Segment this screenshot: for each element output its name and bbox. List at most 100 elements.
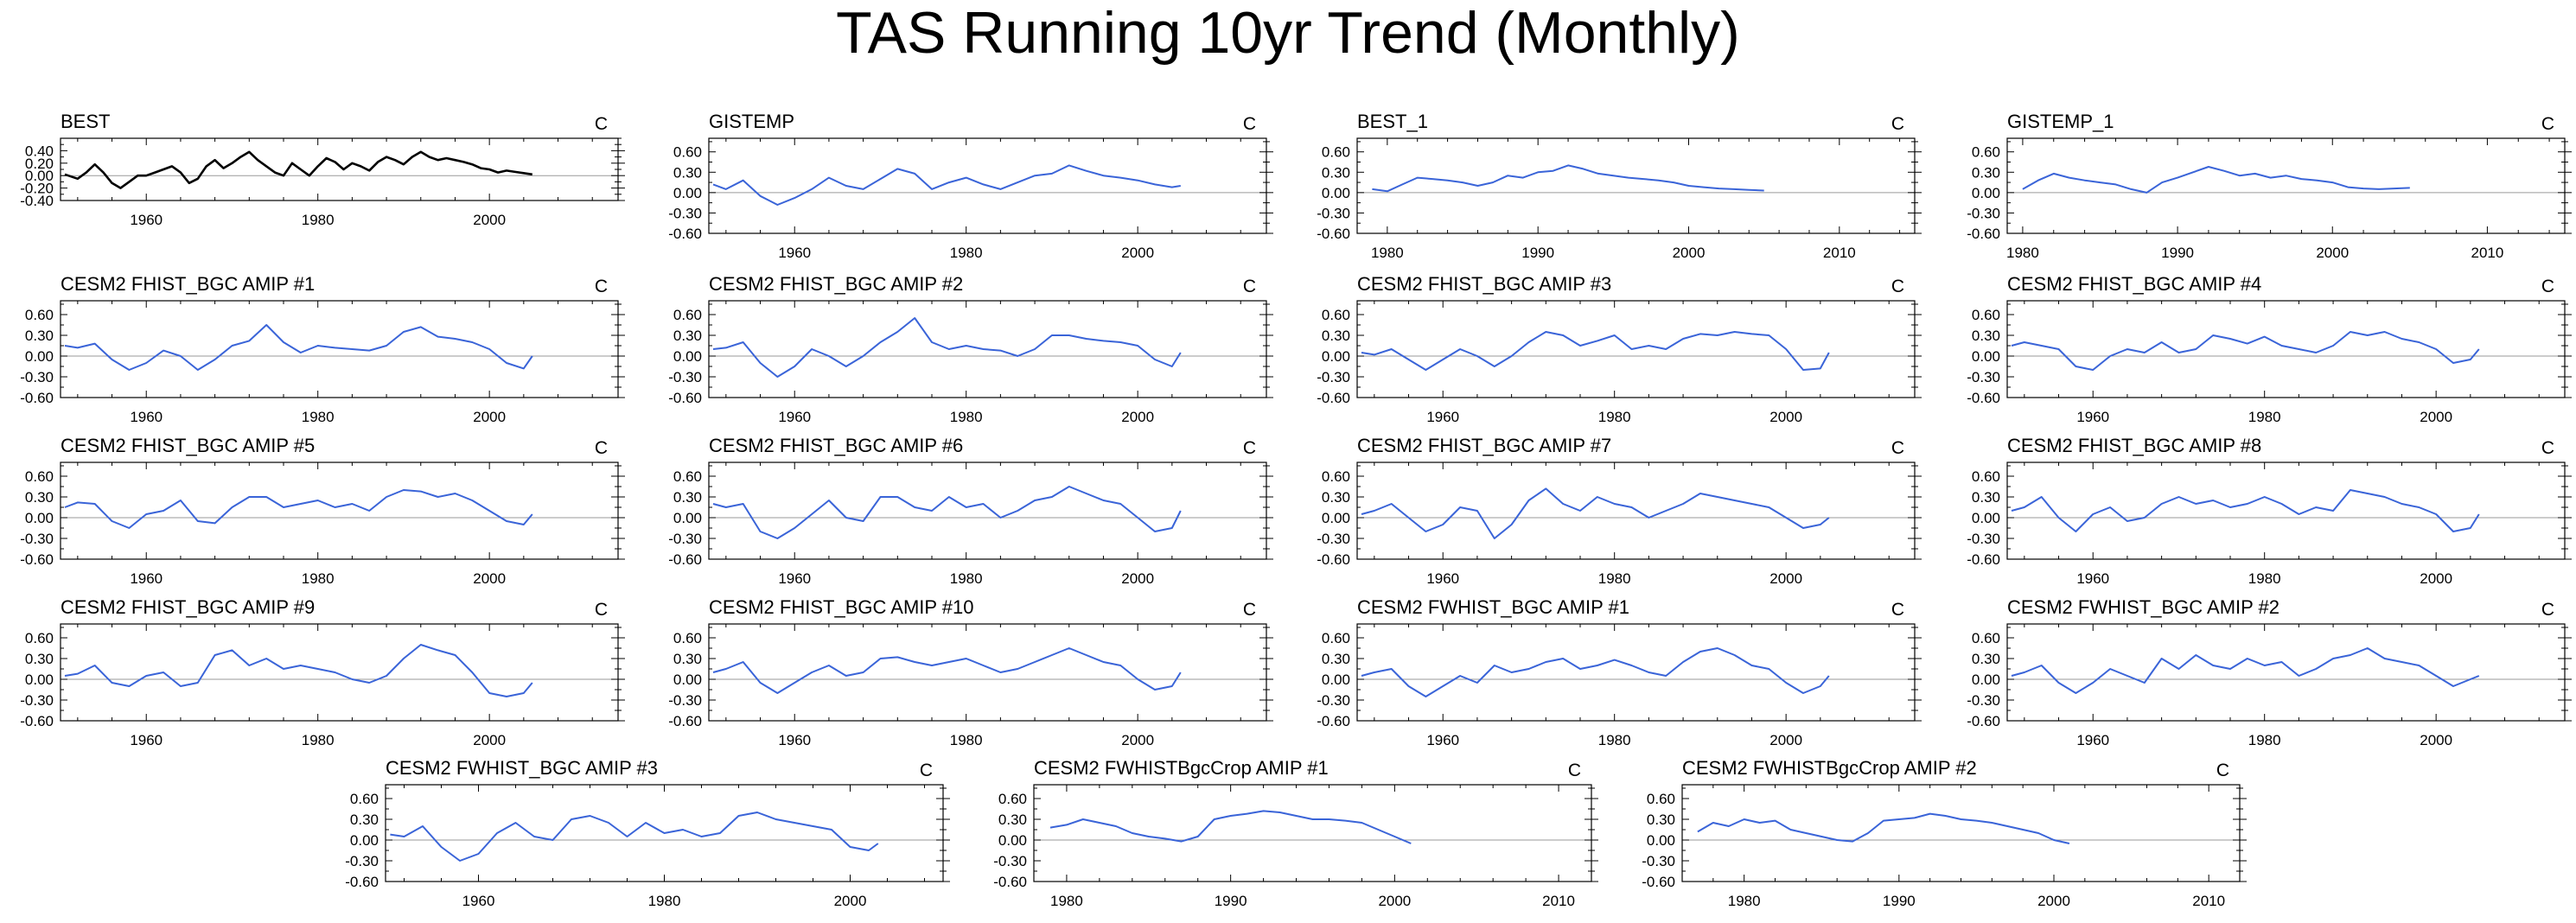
y-tick-label: 0.30: [1322, 164, 1350, 181]
series-line: [1361, 331, 1830, 371]
panel-frame: [2006, 137, 2566, 234]
y-tick-label: 0.00: [673, 185, 702, 201]
panel-frame: [1681, 784, 2241, 882]
x-tick-label: 1990: [1883, 893, 1916, 909]
panel: GISTEMP C -0.60 -0.30 0.00 0.30 0.60 1960 1980 20…: [668, 111, 1273, 261]
panel-title: CESM2 FWHISTBgcCrop AMIP #2: [1682, 757, 1977, 779]
units-label: C: [595, 277, 608, 296]
x-tick-label: 1980: [950, 409, 983, 425]
panel-title: CESM2 FHIST_BGC AMIP #5: [61, 435, 315, 456]
panel-title: BEST: [61, 111, 110, 132]
units-label: C: [1243, 438, 1256, 458]
y-tick-label: -0.60: [20, 713, 54, 729]
y-tick-label: 0.30: [1322, 489, 1350, 506]
x-tick-label: 1980: [2248, 732, 2281, 748]
x-tick-label: 1960: [778, 732, 811, 748]
x-tick-label: 2010: [2192, 893, 2225, 909]
units-label: C: [1243, 277, 1256, 296]
x-tick-label: 1960: [130, 570, 163, 587]
x-tick-label: 2000: [1121, 570, 1154, 587]
x-tick-label: 1960: [2076, 409, 2109, 425]
series-line: [64, 324, 533, 371]
y-tick-label: -0.60: [668, 226, 702, 242]
x-tick-label: 2000: [2037, 893, 2070, 909]
x-tick-label: 2000: [1769, 732, 1802, 748]
x-tick-label: 1980: [1371, 245, 1404, 261]
x-tick-label: 1980: [648, 893, 681, 909]
series-line: [2011, 331, 2480, 371]
panel: CESM2 FWHIST_BGC AMIP #2 C -0.60 -0.30 0.00 0…: [1967, 596, 2572, 748]
y-tick-label: 0.00: [25, 168, 54, 184]
units-label: C: [2541, 277, 2554, 296]
x-tick-label: 2000: [1121, 409, 1154, 425]
y-tick-label: -0.30: [20, 531, 54, 547]
y-tick-label: -0.30: [1317, 692, 1350, 709]
y-tick-label: 0.60: [1647, 791, 1675, 807]
y-tick-label: 0.60: [1972, 468, 2000, 485]
figure-title: TAS Running 10yr Trend (Monthly): [836, 0, 1740, 66]
x-tick-label: 1980: [950, 245, 983, 261]
x-tick-label: 2000: [834, 893, 867, 909]
y-tick-label: 0.30: [1322, 651, 1350, 667]
y-tick-label: -0.60: [668, 390, 702, 406]
x-tick-label: 1980: [302, 732, 335, 748]
series-line: [64, 150, 532, 189]
y-tick-label: -0.60: [668, 713, 702, 729]
x-tick-label: 1960: [1426, 570, 1459, 587]
panel: GISTEMP_1 C -0.60 -0.30 0.00 0.30 0.60 1980 1990…: [1967, 111, 2572, 261]
y-tick-label: 0.30: [998, 812, 1027, 828]
series-line: [1361, 487, 1830, 539]
panel: CESM2 FHIST_BGC AMIP #8 C -0.60 -0.30 0.00 0.…: [1967, 435, 2572, 587]
y-tick-label: -0.60: [20, 390, 54, 406]
y-tick-label: 0.30: [25, 651, 54, 667]
panel-title: CESM2 FWHISTBgcCrop AMIP #1: [1034, 757, 1329, 779]
y-tick-label: 0.00: [998, 832, 1027, 849]
series-line: [1049, 810, 1412, 844]
y-tick-label: 0.00: [673, 672, 702, 688]
x-tick-label: 1980: [2248, 409, 2281, 425]
y-tick-label: 0.60: [25, 630, 54, 646]
x-tick-label: 1960: [130, 212, 163, 228]
y-tick-label: 0.30: [1972, 164, 2000, 181]
x-tick-label: 1960: [130, 409, 163, 425]
units-label: C: [1891, 277, 1904, 296]
panel-title: CESM2 FWHIST_BGC AMIP #3: [386, 757, 658, 779]
x-tick-label: 2000: [2420, 409, 2452, 425]
x-tick-label: 2010: [1823, 245, 1856, 261]
y-tick-label: -0.60: [20, 551, 54, 568]
x-tick-label: 2010: [1542, 893, 1575, 909]
y-tick-label: -0.30: [668, 369, 702, 385]
y-tick-label: 0.00: [1972, 348, 2000, 365]
x-tick-label: 1960: [1426, 409, 1459, 425]
series-line: [64, 644, 533, 697]
y-tick-label: -0.60: [1967, 390, 2000, 406]
y-tick-label: -0.30: [20, 369, 54, 385]
y-tick-label: 0.00: [1322, 672, 1350, 688]
y-tick-label: -0.60: [1967, 713, 2000, 729]
units-label: C: [2541, 114, 2554, 134]
y-tick-label: 0.60: [1322, 144, 1350, 161]
panel: CESM2 FWHIST_BGC AMIP #3 C -0.60 -0.30 0.00 0…: [345, 757, 950, 909]
panel-title: CESM2 FHIST_BGC AMIP #4: [2007, 273, 2261, 295]
y-tick-label: -0.30: [1967, 692, 2000, 709]
x-tick-label: 1960: [778, 409, 811, 425]
x-tick-label: 2000: [1769, 409, 1802, 425]
y-tick-label: 0.60: [1322, 307, 1350, 323]
y-tick-label: 0.00: [1972, 510, 2000, 526]
x-tick-label: 2000: [473, 409, 506, 425]
panel-title: GISTEMP_1: [2007, 111, 2114, 132]
panel-frame: [1356, 300, 1916, 398]
y-tick-label: -0.30: [668, 205, 702, 221]
x-tick-label: 1960: [2076, 570, 2109, 587]
x-tick-label: 1980: [1598, 570, 1631, 587]
panel-title: CESM2 FHIST_BGC AMIP #8: [2007, 435, 2261, 456]
y-tick-label: 0.00: [1322, 510, 1350, 526]
x-tick-label: 2010: [2471, 245, 2504, 261]
panel: CESM2 FHIST_BGC AMIP #7 C -0.60 -0.30 0.00 0.…: [1317, 435, 1922, 587]
panel: CESM2 FHIST_BGC AMIP #9 C -0.60 -0.30 0.00 0.…: [20, 596, 625, 748]
y-tick-label: 0.00: [25, 672, 54, 688]
panel-frame: [60, 137, 619, 201]
units-label: C: [595, 600, 608, 620]
x-tick-label: 1980: [302, 409, 335, 425]
